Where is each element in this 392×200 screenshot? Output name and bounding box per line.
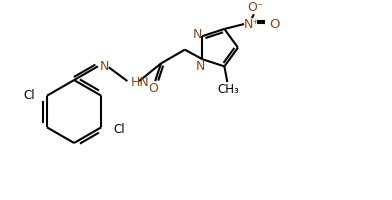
Text: N: N [193, 28, 202, 40]
Text: Cl: Cl [24, 89, 35, 102]
Text: O: O [269, 17, 280, 30]
Text: O: O [148, 82, 158, 95]
Text: O⁻: O⁻ [248, 1, 264, 14]
Text: N⁺: N⁺ [244, 17, 260, 30]
Text: HN: HN [130, 75, 149, 88]
Text: N: N [196, 59, 205, 72]
Text: N: N [100, 60, 109, 72]
Text: Cl: Cl [113, 122, 125, 135]
Text: CH₃: CH₃ [218, 83, 239, 96]
